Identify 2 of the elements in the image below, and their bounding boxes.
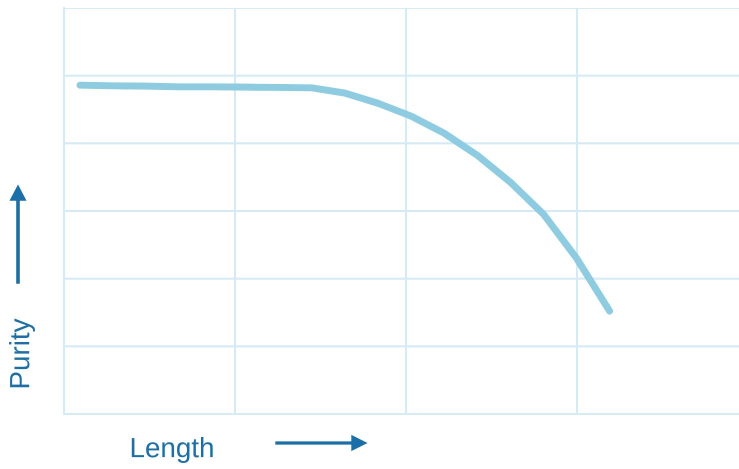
x-axis-title: Length <box>132 437 213 463</box>
y-axis-title: Purity <box>9 318 35 388</box>
